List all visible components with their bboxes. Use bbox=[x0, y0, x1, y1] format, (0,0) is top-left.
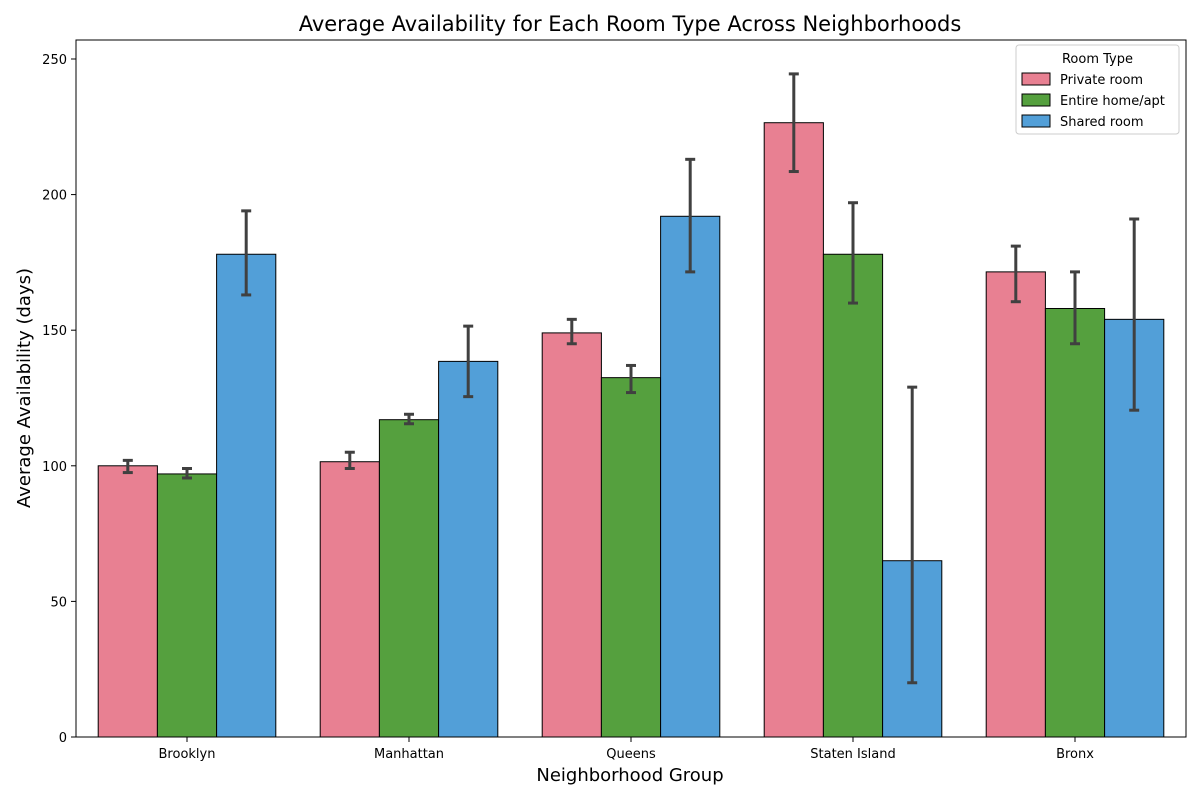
bar-1-0 bbox=[156, 473, 218, 738]
bar-0-3 bbox=[763, 122, 824, 738]
error-bar-0-0 bbox=[122, 458, 133, 475]
chart-title: Average Availability for Each Room Type … bbox=[299, 12, 962, 36]
legend-box bbox=[1015, 44, 1180, 135]
x-tick-label-1: Manhattan bbox=[374, 747, 444, 762]
legend-label-2: Shared room bbox=[1060, 115, 1144, 130]
bar-1-1 bbox=[378, 419, 440, 738]
error-bar-2-4 bbox=[1129, 217, 1140, 412]
bar-1-4 bbox=[1044, 307, 1106, 738]
y-tick-label-1: 50 bbox=[50, 595, 67, 610]
bar-1-2 bbox=[600, 377, 662, 738]
legend-label-0: Private room bbox=[1060, 73, 1143, 88]
y-axis-title: Average Availability (days) bbox=[14, 268, 35, 508]
x-tick-label-4: Bronx bbox=[1056, 747, 1094, 762]
bar-2-0 bbox=[216, 253, 277, 738]
error-bar-2-2 bbox=[685, 157, 696, 274]
error-bar-0-4 bbox=[1010, 244, 1021, 304]
x-tick-label-0: Brooklyn bbox=[159, 747, 216, 762]
y-tick-label-3: 150 bbox=[42, 324, 67, 339]
bar-0-0 bbox=[97, 465, 158, 738]
y-tick-label-2: 100 bbox=[42, 460, 67, 475]
error-bar-2-3 bbox=[907, 385, 918, 685]
error-bar-1-2 bbox=[626, 363, 636, 395]
bar-0-4 bbox=[985, 271, 1046, 738]
legend-title: Room Type bbox=[1062, 52, 1133, 67]
error-bar-2-1 bbox=[463, 324, 474, 399]
y-tick-label-4: 200 bbox=[42, 189, 67, 204]
legend-label-1: Entire home/apt bbox=[1060, 94, 1165, 109]
legend-swatch-2 bbox=[1021, 114, 1051, 128]
legend-swatch-1 bbox=[1021, 93, 1051, 107]
bar-0-2 bbox=[541, 332, 602, 738]
error-bar-0-1 bbox=[344, 450, 355, 471]
x-tick-label-2: Queens bbox=[606, 747, 656, 762]
y-tick-label-0: 0 bbox=[59, 731, 67, 746]
error-bar-0-2 bbox=[566, 317, 577, 346]
bar-1-3 bbox=[822, 253, 884, 738]
error-bar-0-3 bbox=[788, 72, 799, 174]
plot-area: 0 50 100 150 200 250 Brooklyn Manhattan Queens St… bbox=[42, 39, 1187, 762]
error-bar-1-3 bbox=[848, 201, 858, 305]
error-bar-1-0 bbox=[182, 467, 192, 480]
x-tick-label-3: Staten Island bbox=[810, 747, 895, 762]
bar-2-2 bbox=[660, 215, 721, 738]
error-bar-1-1 bbox=[404, 412, 414, 426]
x-axis-title: Neighborhood Group bbox=[536, 765, 723, 786]
error-bar-2-0 bbox=[241, 209, 252, 297]
legend: Room Type Private room Entire home/apt Sha… bbox=[1015, 44, 1180, 135]
bar-2-1 bbox=[438, 360, 499, 738]
y-tick-label-5: 250 bbox=[42, 53, 67, 68]
bar-0-1 bbox=[319, 461, 380, 738]
error-bar-1-4 bbox=[1070, 270, 1080, 346]
legend-swatch-0 bbox=[1021, 72, 1051, 86]
